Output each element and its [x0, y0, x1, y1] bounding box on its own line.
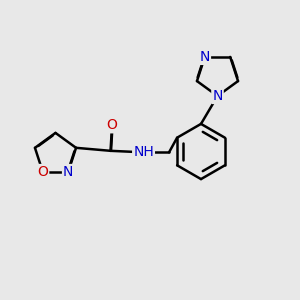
Text: NH: NH	[133, 145, 154, 159]
Text: O: O	[38, 165, 48, 179]
Text: O: O	[106, 118, 118, 132]
Text: N: N	[212, 89, 223, 103]
Text: N: N	[63, 165, 74, 179]
Text: N: N	[200, 50, 210, 64]
